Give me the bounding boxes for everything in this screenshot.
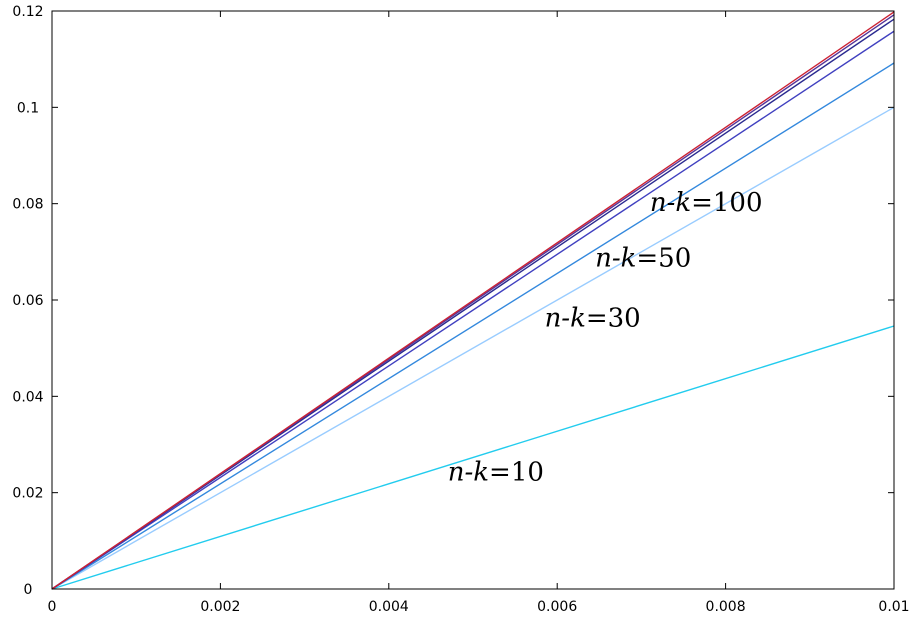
y-tick-label: 0.1 (17, 100, 39, 116)
y-tick-label: 0.02 (12, 486, 43, 502)
series-annotation: n-k=10 (448, 458, 544, 488)
axis-ticks: 0 0.002 0.004 0.006 0.008 0.01 0 0.02 0.04 0.06 0.… (12, 4, 909, 615)
y-tick-label: 0.04 (12, 389, 43, 405)
annotations: n-k=100 n-k=50 n-k=30 n-k=10 (448, 188, 763, 488)
x-tick-label: 0 (48, 599, 57, 615)
y-tick-label: 0.08 (12, 197, 43, 213)
series-line-3 (51, 62, 895, 590)
x-tick-label: 0.006 (537, 599, 577, 615)
y-tick-label: 0.06 (12, 293, 43, 309)
y-tick-label: 0.12 (12, 4, 43, 20)
x-tick-label: 0.01 (878, 599, 909, 615)
x-tick-label: 0.008 (706, 599, 746, 615)
series-annotation: n-k=50 (595, 243, 691, 273)
series-annotation: n-k=100 (650, 188, 763, 218)
series-line-7 (51, 11, 895, 590)
x-tick-label: 0.004 (369, 599, 409, 615)
series-line-4 (51, 30, 895, 590)
series-line-2 (51, 106, 895, 590)
series-annotation: n-k=30 (545, 303, 641, 333)
series-layer (51, 11, 895, 590)
y-tick-label: 0 (24, 582, 33, 598)
series-line-1 (51, 325, 895, 590)
x-tick-label: 0.002 (200, 599, 240, 615)
